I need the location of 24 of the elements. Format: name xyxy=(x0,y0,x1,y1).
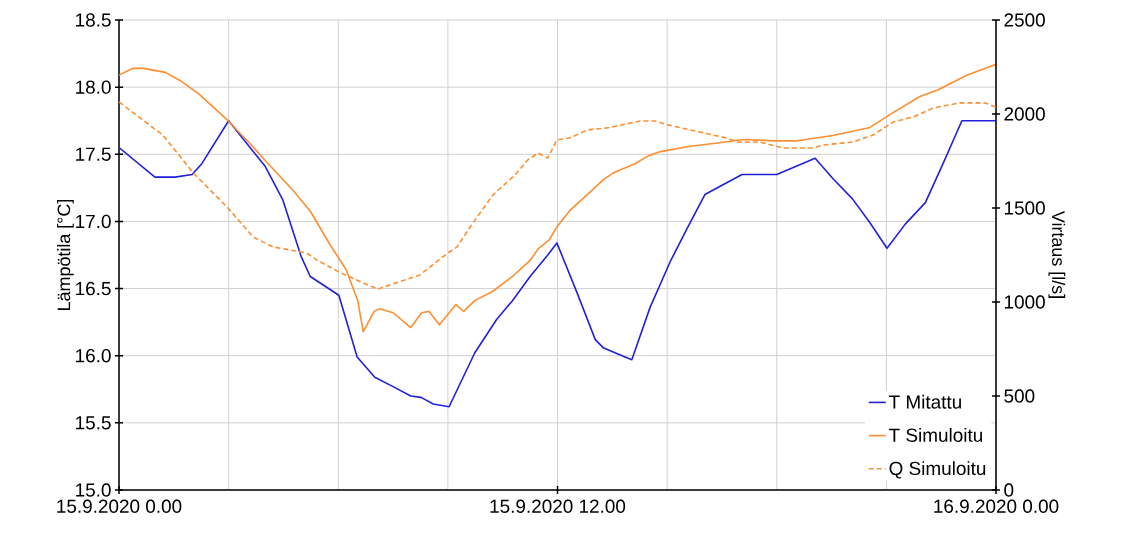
y2-tick-label: 500 xyxy=(1004,389,1035,403)
y-tick-label: 16.5 xyxy=(76,281,111,296)
legend-label: T Simuloitu xyxy=(889,428,982,442)
line-series xyxy=(119,119,997,408)
y-tick-label: 17.0 xyxy=(76,214,111,229)
legend-label: Q Simuloitu xyxy=(889,461,986,479)
y-axis-title: Lämpötila [°C] xyxy=(57,199,74,310)
y2-tick-label: 1500 xyxy=(1004,201,1045,215)
x-tick-label: 15.9.2020 0.00 xyxy=(57,499,182,513)
y-tick-label: 18.0 xyxy=(76,80,111,94)
y-tick-label: 17.5 xyxy=(76,147,111,161)
y2-tick-label: 0 xyxy=(1004,483,1014,497)
y-tick-label: 15.0 xyxy=(76,483,111,497)
x-tick-label: 15.9.2020 12.00 xyxy=(490,499,626,513)
y2-tick-label: 1000 xyxy=(1004,295,1045,309)
y2-tick-label: 2500 xyxy=(1004,13,1045,27)
legend-label: T Mitattu xyxy=(889,394,961,409)
y-tick-label: 15.5 xyxy=(76,416,111,430)
x-tick-label: 16.9.2020 0.00 xyxy=(934,499,1059,513)
y-tick-label: 18.5 xyxy=(76,13,111,27)
y2-tick-label: 2000 xyxy=(1004,107,1045,121)
y2-axis-title: Virtaus [l/s] xyxy=(1048,210,1066,298)
line-series xyxy=(119,63,997,333)
y-tick-label: 16.0 xyxy=(76,349,111,363)
